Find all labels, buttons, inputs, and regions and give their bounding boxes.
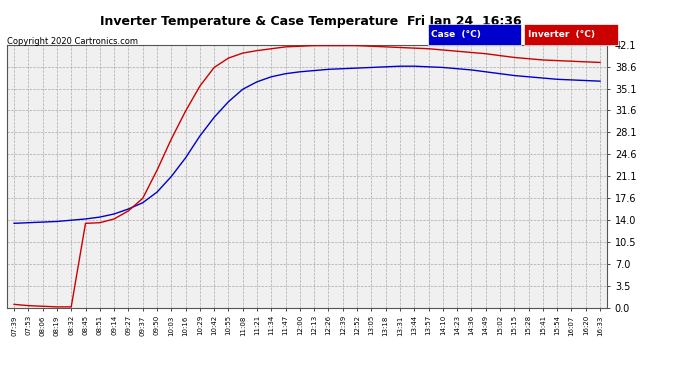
Text: Copyright 2020 Cartronics.com: Copyright 2020 Cartronics.com: [7, 38, 138, 46]
Text: Case  (°C): Case (°C): [431, 30, 481, 39]
Text: Inverter  (°C): Inverter (°C): [528, 30, 595, 39]
Text: Inverter Temperature & Case Temperature  Fri Jan 24  16:36: Inverter Temperature & Case Temperature …: [99, 15, 522, 28]
